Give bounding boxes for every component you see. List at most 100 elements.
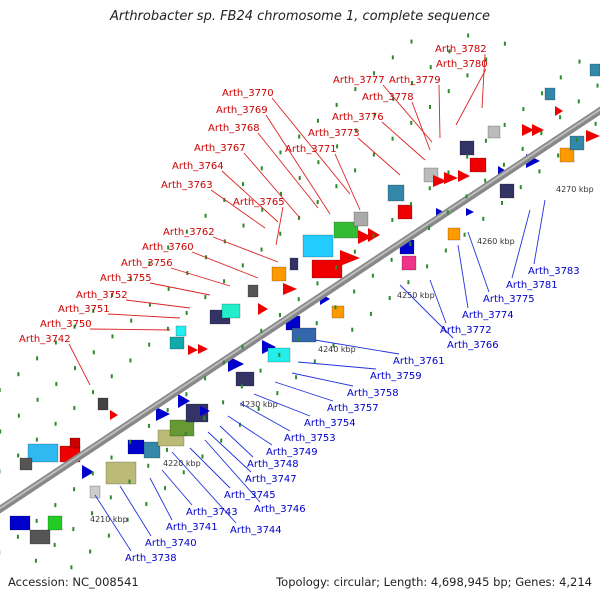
bottom-gene-label: Arth_3758	[347, 388, 399, 399]
gene-arrow	[156, 407, 170, 421]
top-gene-label: Arth_3760	[142, 242, 194, 253]
gene-feature	[29, 529, 51, 545]
leader-line	[125, 299, 191, 309]
bottom-gene-label: Arth_3774	[462, 310, 514, 321]
top-gene-label: Arth_3771	[285, 144, 337, 155]
bottom-gene-label: Arth_3745	[224, 490, 276, 501]
kbp-label: 4240 kbp	[318, 345, 356, 354]
leader-line	[265, 114, 331, 215]
gene-arrow	[82, 465, 94, 479]
gene-feature	[105, 461, 137, 485]
bottom-gene-label: Arth_3748	[247, 459, 299, 470]
gene-arrow	[466, 208, 474, 216]
leader-line	[89, 328, 171, 331]
kbp-label: 4250 kbp	[397, 291, 435, 300]
kbp-label: 4210 kbp	[90, 515, 128, 524]
leader-line	[171, 451, 237, 524]
gene-feature	[97, 397, 109, 411]
gene-feature	[9, 515, 31, 531]
kbp-label: 4230 kbp	[240, 400, 278, 409]
leader-line	[399, 284, 454, 339]
top-gene-label: Arth_3780	[436, 59, 488, 70]
bottom-gene-label: Arth_3772	[440, 325, 492, 336]
top-gene-label: Arth_3750	[40, 319, 92, 330]
bottom-gene-label: Arth_3766	[447, 340, 499, 351]
bottom-gene-label: Arth_3741	[166, 522, 218, 533]
leader-line	[275, 206, 284, 246]
top-gene-label: Arth_3755	[100, 273, 152, 284]
gene-feature	[569, 135, 585, 151]
bottom-gene-label: Arth_3749	[266, 447, 318, 458]
leader-line	[357, 137, 401, 176]
gene-feature	[469, 157, 487, 173]
leader-line	[297, 361, 377, 370]
leader-line	[334, 153, 361, 211]
leader-line	[382, 84, 433, 143]
gene-feature	[397, 204, 413, 220]
gene-feature	[69, 437, 81, 449]
top-gene-label: Arth_3768	[208, 123, 260, 134]
gene-feature	[401, 255, 417, 271]
top-gene-label: Arth_3770	[222, 88, 274, 99]
bottom-gene-label: Arth_3747	[245, 474, 297, 485]
leader-line	[94, 494, 132, 552]
top-gene-label: Arth_3742	[19, 334, 71, 345]
gene-feature	[175, 325, 187, 337]
gene-feature	[271, 266, 287, 282]
gene-arrow	[555, 106, 563, 116]
top-gene-label: Arth_3782	[435, 44, 487, 55]
leader-line	[257, 132, 319, 209]
gene-arrow	[200, 406, 210, 416]
accession-text: Accession: NC_008541	[8, 575, 139, 589]
leader-line	[227, 415, 273, 446]
gene-feature	[47, 515, 63, 531]
leader-line	[212, 236, 279, 263]
gene-arrow	[340, 250, 360, 266]
leader-line	[207, 431, 252, 473]
gene-feature	[221, 303, 241, 319]
leader-line	[455, 68, 487, 126]
leader-line	[210, 189, 266, 229]
gene-feature	[487, 125, 501, 139]
gene-arrow	[586, 130, 600, 142]
leader-line	[161, 469, 193, 506]
bottom-gene-label: Arth_3761	[393, 356, 445, 367]
gene-feature	[459, 140, 475, 156]
bottom-gene-label: Arth_3759	[370, 371, 422, 382]
top-gene-label: Arth_3764	[172, 161, 224, 172]
kbp-label: 4270 kbp	[556, 185, 594, 194]
gene-arrow	[188, 345, 198, 355]
gene-feature	[27, 443, 59, 463]
top-gene-label: Arth_3776	[332, 112, 384, 123]
leader-line	[533, 199, 546, 265]
map-title: Arthrobacter sp. FB24 chromosome 1, comp…	[109, 9, 491, 24]
leader-line	[253, 393, 311, 417]
gene-arrow	[433, 175, 447, 187]
leader-line	[481, 53, 486, 109]
leader-line	[189, 447, 231, 489]
leader-line	[204, 439, 261, 503]
gene-arrow	[198, 344, 208, 354]
gene-feature	[302, 234, 334, 258]
leader-line	[243, 152, 301, 219]
leader-line	[170, 267, 231, 287]
gene-labels: Arth_3742 Arth_3750 Arth_3751 Arth_3752 Arth…	[19, 44, 580, 564]
gene-feature	[247, 284, 259, 298]
bottom-gene-label: Arth_3754	[304, 418, 356, 429]
gene-arrow	[262, 340, 276, 354]
gene-feature	[447, 227, 461, 241]
leader-line	[291, 372, 354, 387]
leader-line	[149, 477, 173, 521]
top-gene-label: Arth_3763	[161, 180, 213, 191]
gene-arrow	[283, 283, 297, 295]
bottom-gene-label: Arth_3743	[186, 507, 238, 518]
gene-feature	[544, 87, 556, 101]
leader-line	[274, 381, 334, 402]
gene-feature	[291, 327, 317, 343]
gene-feature	[143, 441, 161, 459]
leader-line	[221, 170, 279, 223]
gene-feature	[559, 147, 575, 163]
gene-arrow	[532, 124, 544, 136]
gene-feature	[169, 419, 195, 437]
